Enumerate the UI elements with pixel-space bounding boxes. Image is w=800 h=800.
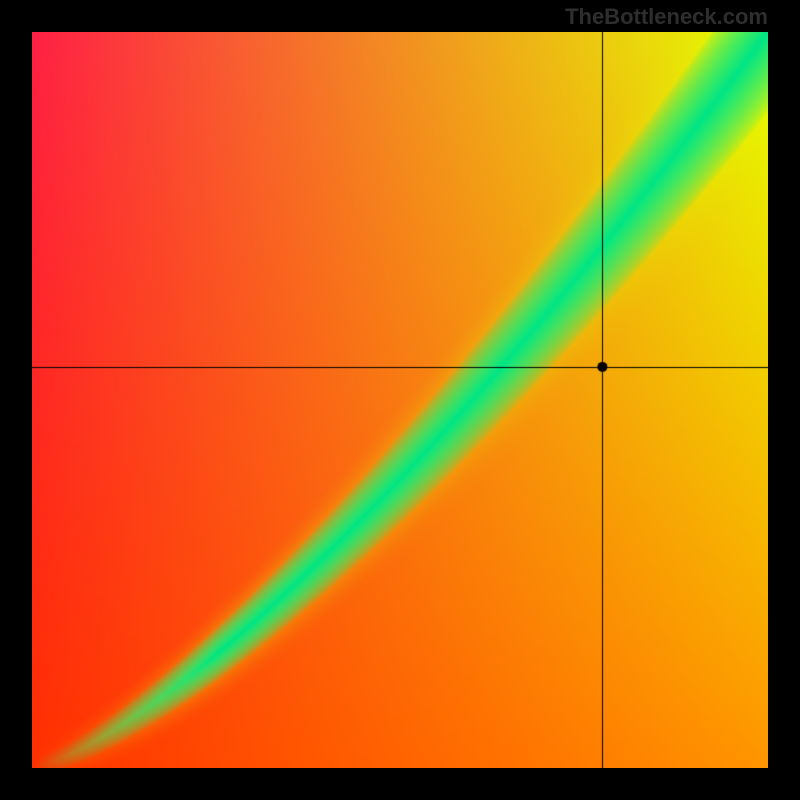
plot-area xyxy=(32,32,768,768)
chart-frame: TheBottleneck.com xyxy=(0,0,800,800)
watermark-text: TheBottleneck.com xyxy=(565,4,768,30)
heatmap-canvas xyxy=(32,32,768,768)
